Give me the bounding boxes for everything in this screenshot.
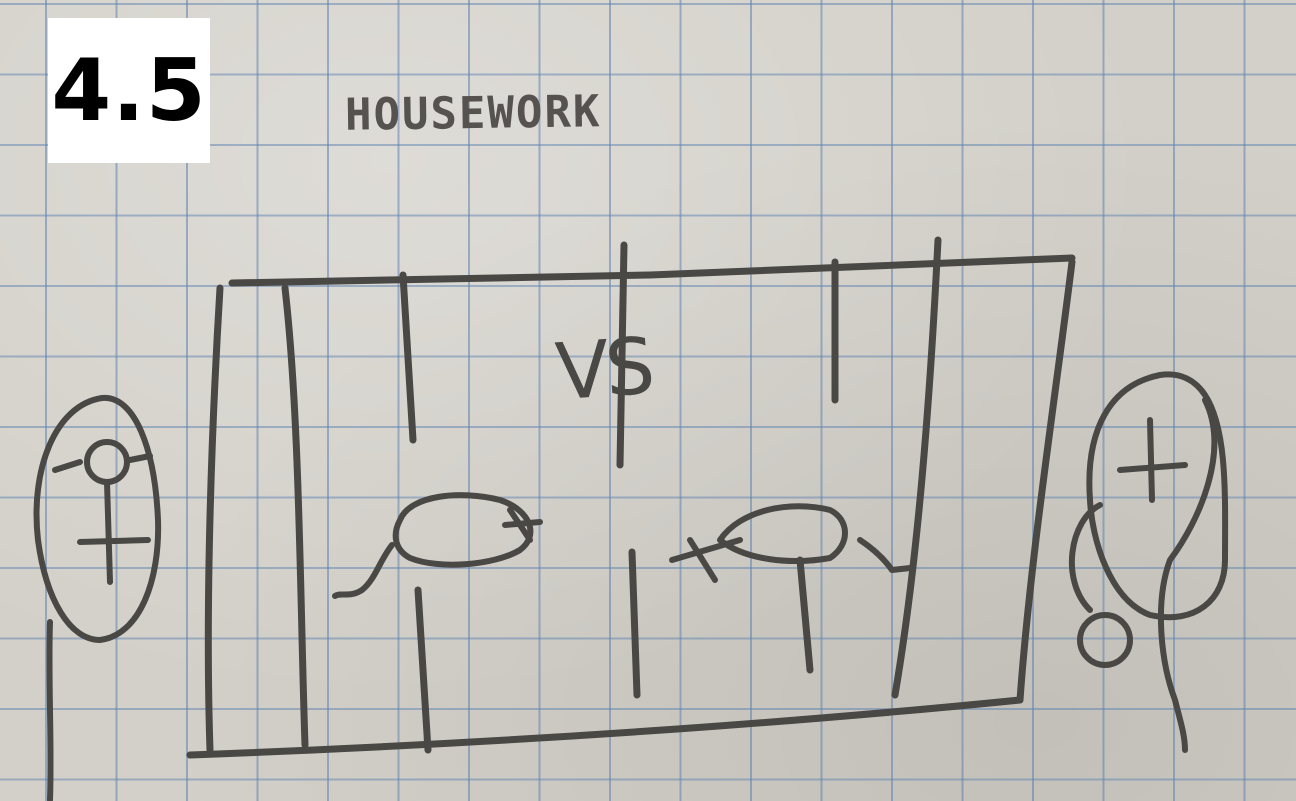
divider-lines [399, 241, 839, 754]
female-symbol-icon [52, 439, 153, 585]
left-figure-female [33, 394, 162, 801]
male-symbol-icon [1117, 417, 1188, 503]
left-player-shape [332, 492, 543, 599]
figure-number-badge: 4.5 [48, 18, 210, 163]
right-player-shape [669, 503, 913, 583]
versus-label: VS [552, 321, 654, 419]
figure-number-label: 4.5 [51, 40, 207, 141]
right-figure-male [1068, 371, 1229, 753]
court-outline [186, 236, 1076, 759]
